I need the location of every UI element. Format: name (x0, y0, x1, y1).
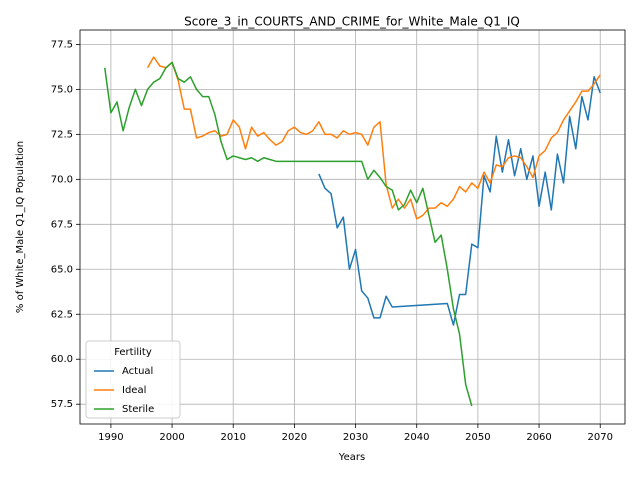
x-tick-label: 2040 (404, 432, 429, 443)
x-tick-label: 1990 (98, 432, 123, 443)
y-tick-label: 72.5 (51, 129, 73, 140)
legend-label: Sterile (122, 404, 154, 415)
x-tick-label: 2070 (588, 432, 613, 443)
chart-title: Score_3_in_COURTS_AND_CRIME_for_White_Ma… (184, 15, 520, 29)
x-tick-label: 2060 (526, 432, 551, 443)
y-tick-label: 57.5 (51, 399, 73, 410)
y-tick-label: 67.5 (51, 219, 73, 230)
x-tick-label: 2010 (220, 432, 245, 443)
x-tick-label: 2050 (465, 432, 490, 443)
plot-frame (79, 29, 626, 425)
x-tick-label: 2020 (282, 432, 307, 443)
x-axis-label: Years (338, 452, 365, 463)
y-tick-label: 77.5 (51, 39, 73, 50)
y-tick-label: 60.0 (51, 354, 73, 365)
y-tick-label: 62.5 (51, 309, 73, 320)
legend: Fertility Actual Ideal Sterile (85, 340, 181, 419)
legend-title: Fertility (114, 347, 152, 358)
legend-label: Actual (122, 366, 153, 377)
series-line (104, 61, 473, 407)
x-tick-label: 2000 (159, 432, 184, 443)
legend-label: Ideal (122, 385, 146, 396)
x-tick-label: 2030 (343, 432, 368, 443)
legend-box (85, 340, 181, 419)
series-line (318, 76, 601, 326)
series-line (146, 56, 601, 220)
y-tick-label: 70.0 (51, 174, 73, 185)
y-axis-label: % of White_Male Q1_IQ Population (15, 141, 26, 313)
y-tick-label: 75.0 (51, 84, 73, 95)
y-tick-label: 65.0 (51, 264, 73, 275)
